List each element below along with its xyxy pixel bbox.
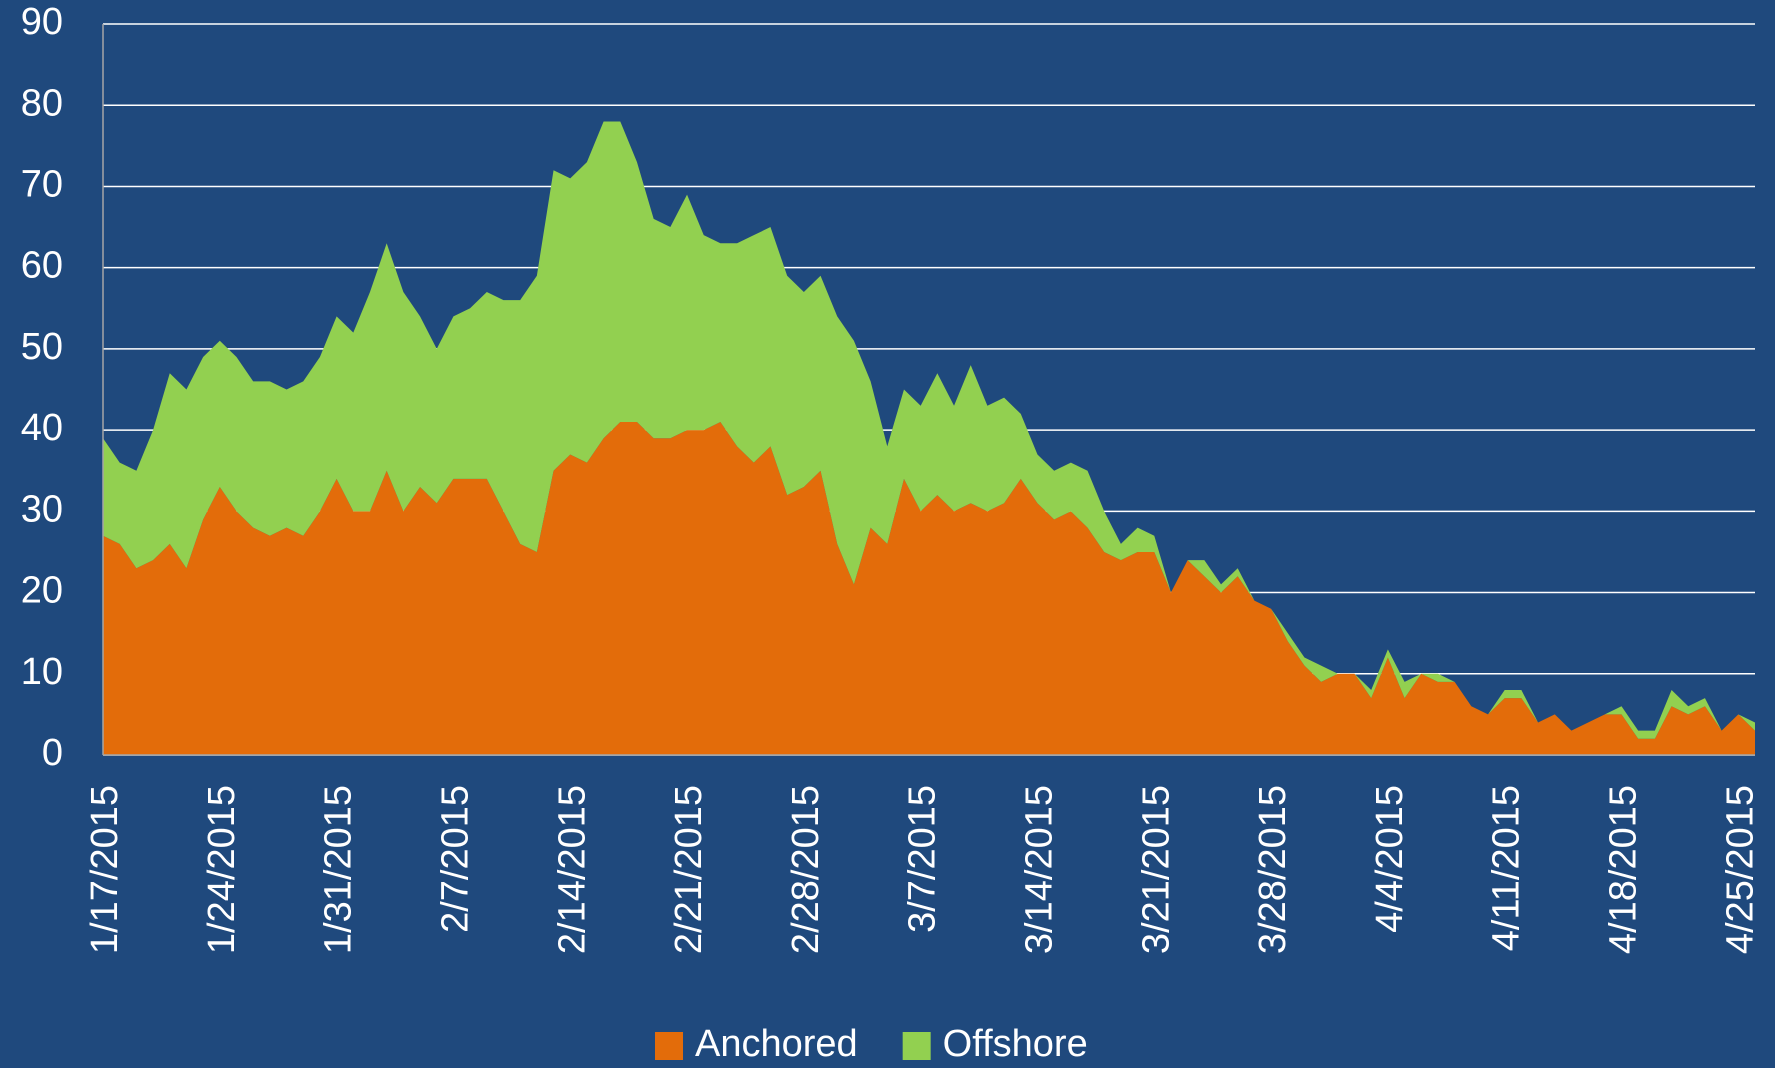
y-tick-label: 80 [21, 82, 63, 124]
x-tick-label: 3/21/2015 [1135, 785, 1177, 954]
legend-swatch [902, 1032, 931, 1060]
x-tick-label: 4/4/2015 [1369, 785, 1411, 933]
y-tick-label: 70 [21, 163, 63, 205]
y-tick-label: 40 [21, 407, 63, 449]
area [103, 121, 1755, 739]
x-tick-label: 2/14/2015 [551, 785, 593, 954]
x-tick-label: 1/17/2015 [84, 785, 126, 954]
legend-label: Offshore [943, 1023, 1088, 1065]
y-tick-label: 50 [21, 326, 63, 368]
y-tick-label: 20 [21, 570, 63, 612]
x-tick-label: 4/25/2015 [1719, 785, 1761, 954]
x-tick-label: 4/18/2015 [1603, 785, 1645, 954]
area [103, 421, 1755, 755]
y-tick-label: 60 [21, 245, 63, 287]
legend-label: Anchored [695, 1023, 858, 1065]
x-tick-label: 2/7/2015 [434, 785, 476, 933]
y-tick-label: 10 [21, 651, 63, 693]
y-tick-label: 90 [21, 1, 63, 43]
x-tick-label: 3/7/2015 [902, 785, 944, 933]
x-tick-label: 3/14/2015 [1018, 785, 1060, 954]
x-tick-label: 1/24/2015 [201, 785, 243, 954]
y-tick-label: 30 [21, 488, 63, 530]
y-tick-label: 0 [42, 732, 63, 774]
x-tick-label: 2/21/2015 [668, 785, 710, 954]
x-tick-label: 1/31/2015 [318, 785, 360, 954]
x-tick-label: 2/28/2015 [785, 785, 827, 954]
legend-swatch [655, 1032, 683, 1060]
x-tick-label: 3/28/2015 [1252, 785, 1294, 954]
x-tick-label: 4/11/2015 [1486, 785, 1528, 951]
